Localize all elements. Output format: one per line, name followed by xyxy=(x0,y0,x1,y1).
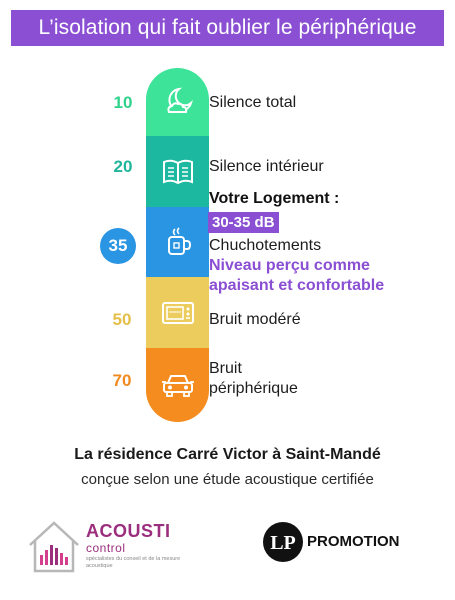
moon-cloud-icon xyxy=(166,87,193,113)
scale-segment-35 xyxy=(146,207,209,277)
promotion-name: PROMOTION xyxy=(307,533,400,550)
level-20: 20 xyxy=(113,157,133,176)
page-title: L’isolation qui fait oublier le périphér… xyxy=(38,16,417,39)
level-50: 50 xyxy=(112,310,132,329)
lp-promotion-logo: LP PROMOTION xyxy=(262,519,422,565)
scale-segment-70 xyxy=(146,348,209,422)
acousti-control-logo: ACOUSTI control spécialistes du conseil … xyxy=(26,517,186,581)
house-sound-icon xyxy=(29,521,79,573)
label-bruit-modere: Bruit modéré xyxy=(209,311,301,328)
level-35-badge: 35 xyxy=(100,228,136,264)
acousti-tagline: spécialistes du conseil et de la mesure … xyxy=(86,556,181,569)
level-35: 35 xyxy=(108,236,128,255)
highlight-description: Niveau perçu comme apaisant et confortab… xyxy=(209,257,385,294)
noise-scale-bar xyxy=(146,68,209,422)
level-10: 10 xyxy=(113,93,133,112)
lp-monogram: LP xyxy=(270,532,296,554)
microwave-icon xyxy=(161,301,194,324)
scale-segment-10 xyxy=(146,68,209,136)
car-icon xyxy=(161,375,194,397)
scale-segment-50 xyxy=(146,277,209,348)
highlight-heading: Votre Logement : xyxy=(209,190,340,207)
open-book-icon xyxy=(162,159,193,184)
mug-icon xyxy=(167,227,191,255)
scale-segment-20 xyxy=(146,136,209,207)
label-chuchotements: Chuchotements xyxy=(209,237,322,254)
label-bruit-peripherique: Bruit périphérique xyxy=(209,360,298,397)
db-range-tag: 30-35 dB xyxy=(208,212,279,233)
level-70: 70 xyxy=(112,371,132,390)
title-banner: L’isolation qui fait oublier le périphér… xyxy=(11,10,444,46)
residence-title: La résidence Carré Victor à Saint-Mandé xyxy=(74,446,381,463)
lp-monogram-icon: LP xyxy=(263,522,303,562)
residence-subtitle: conçue selon une étude acoustique certif… xyxy=(81,471,374,488)
label-silence-interieur: Silence intérieur xyxy=(209,158,324,175)
acousti-sub: control xyxy=(86,541,126,555)
label-silence-total: Silence total xyxy=(209,94,297,111)
acousti-name: ACOUSTI xyxy=(86,521,171,541)
